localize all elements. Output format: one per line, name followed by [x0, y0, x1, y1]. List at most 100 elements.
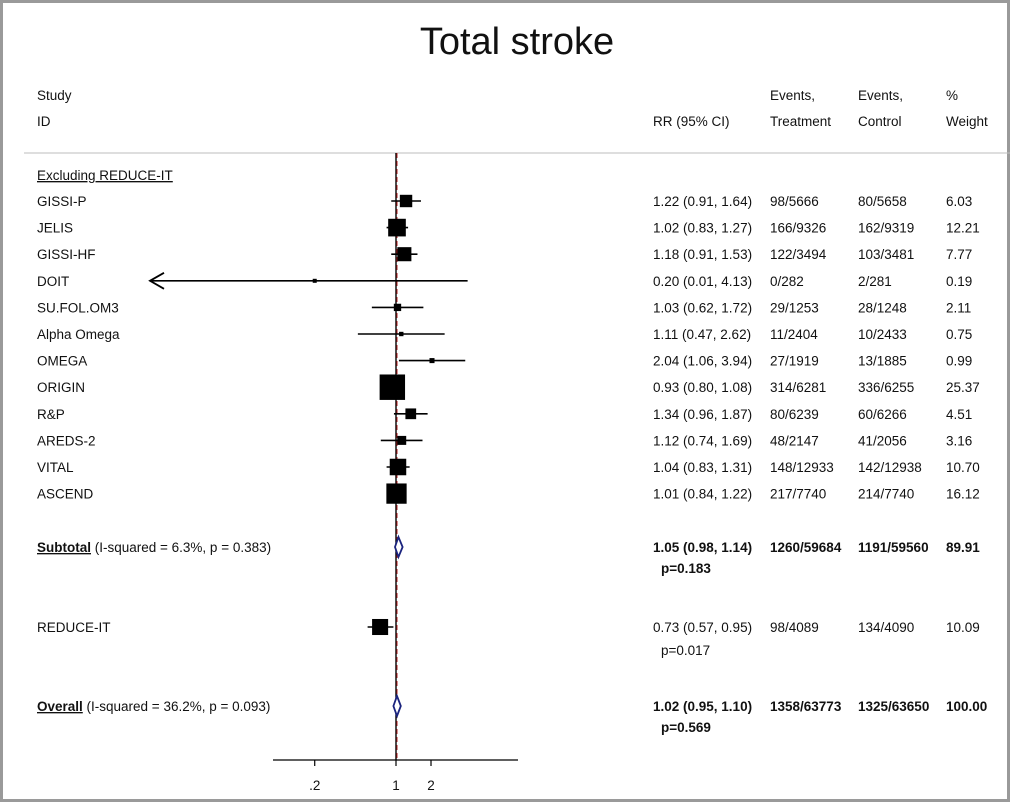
ci-arrow-left-icon — [148, 272, 165, 290]
x-tick-label: .2 — [309, 778, 320, 793]
events-control: 80/5658 — [858, 194, 907, 209]
overall-row-heterogeneity: (I-squared = 36.2%, p = 0.093) — [83, 699, 271, 714]
subtotal-row-diamond — [394, 534, 404, 560]
study-row-4: SU.FOL.OM3 1.03 (0.62, 1.72) 29/1253 28/124… — [37, 300, 971, 315]
events-control: 214/7740 — [858, 487, 914, 502]
header-events-control-1: Events, — [858, 88, 903, 103]
rr-ci-value: 1.02 (0.95, 1.10) — [653, 699, 752, 714]
study-name: ASCEND — [37, 487, 94, 502]
rr-ci-value: 0.73 (0.57, 0.95) — [653, 620, 752, 635]
header-id: ID — [37, 114, 51, 129]
events-control: 1191/59560 — [858, 540, 929, 555]
study-row-11: ASCEND 1.01 (0.84, 1.22) 217/7740 214/7740 1… — [37, 483, 980, 504]
events-treatment: 122/3494 — [770, 247, 827, 262]
events-treatment: 48/2147 — [770, 433, 819, 448]
p-value: p=0.017 — [661, 643, 710, 658]
study-name: Alpha Omega — [37, 327, 120, 342]
rr-ci-value: 1.22 (0.91, 1.64) — [653, 194, 752, 209]
events-treatment: 148/12933 — [770, 460, 834, 475]
rr-ci-value: 1.03 (0.62, 1.72) — [653, 300, 752, 315]
study-name: ORIGIN — [37, 380, 85, 395]
p-value: p=0.569 — [661, 720, 711, 735]
study-row-9: AREDS-2 1.12 (0.74, 1.69) 48/2147 41/2056 3.… — [37, 433, 972, 448]
events-treatment: 27/1919 — [770, 354, 819, 369]
rr-ci-value: 1.05 (0.98, 1.14) — [653, 540, 752, 555]
rr-ci-value: 1.02 (0.83, 1.27) — [653, 221, 752, 236]
rr-ci-value: 1.18 (0.91, 1.53) — [653, 247, 752, 262]
point-estimate-marker — [372, 618, 389, 636]
study-row-7: ORIGIN 0.93 (0.80, 1.08) 314/6281 336/6255 2… — [37, 374, 980, 400]
weight-value: 25.37 — [946, 380, 980, 395]
weight-value: 0.19 — [946, 274, 972, 289]
point-estimate-marker — [399, 194, 413, 208]
chart-title: Total stroke — [420, 21, 614, 63]
weight-value: 7.77 — [946, 247, 972, 262]
weight-value: 6.03 — [946, 194, 972, 209]
point-estimate-marker — [399, 331, 404, 337]
study-row-6: OMEGA 2.04 (1.06, 3.94) 27/1919 13/1885 0.99 — [37, 354, 972, 369]
weight-value: 3.16 — [946, 433, 972, 448]
study-row-3: DOIT 0.20 (0.01, 4.13) 0/282 2/281 0.19 — [37, 272, 972, 290]
events-treatment: 98/4089 — [770, 620, 819, 635]
header-weight-2: Weight — [946, 114, 988, 129]
x-axis: .2 1 2 — [273, 759, 518, 793]
overall-row-diamond — [392, 693, 402, 719]
study-name: JELIS — [37, 221, 73, 236]
study-name: REDUCE-IT — [37, 620, 111, 635]
weight-value: 0.75 — [946, 327, 972, 342]
weight-value: 4.51 — [946, 407, 972, 422]
events-treatment: 11/2404 — [770, 327, 818, 342]
header-events-treatment-1: Events, — [770, 88, 815, 103]
study-row-2: GISSI-HF 1.18 (0.91, 1.53) 122/3494 103/348… — [37, 247, 972, 262]
rr-ci-value: 1.12 (0.74, 1.69) — [653, 433, 752, 448]
overall-row-title: Overall — [37, 699, 83, 714]
events-treatment: 166/9326 — [770, 221, 826, 236]
subtotal-row-label: Subtotal (I-squared = 6.3%, p = 0.383) — [37, 540, 271, 555]
header-weight-1: % — [946, 88, 958, 103]
weight-value: 16.12 — [946, 487, 980, 502]
point-estimate-marker — [397, 435, 407, 445]
weight-value: 10.09 — [946, 620, 980, 635]
rr-ci-value: 1.11 (0.47, 2.62) — [653, 327, 751, 342]
weight-value: 10.70 — [946, 460, 980, 475]
events-control: 142/12938 — [858, 460, 922, 475]
events-control: 13/1885 — [858, 354, 907, 369]
header-events-control-2: Control — [858, 114, 902, 129]
events-control: 41/2056 — [858, 433, 907, 448]
study-rows: GISSI-P 1.22 (0.91, 1.64) 98/5666 80/5658 6.… — [37, 194, 987, 735]
weight-value: 89.91 — [946, 540, 980, 555]
point-estimate-marker — [429, 358, 435, 364]
events-treatment: 1260/59684 — [770, 540, 842, 555]
p-value: p=0.183 — [661, 561, 711, 576]
point-estimate-marker — [379, 374, 406, 400]
x-tick-label: 2 — [427, 778, 435, 793]
events-control: 134/4090 — [858, 620, 914, 635]
point-estimate-marker — [389, 458, 407, 476]
events-control: 336/6255 — [858, 380, 914, 395]
point-estimate-marker — [388, 218, 406, 237]
events-control: 28/1248 — [858, 300, 907, 315]
study-name: R&P — [37, 407, 65, 422]
study-name: GISSI-P — [37, 194, 87, 209]
events-control: 60/6266 — [858, 407, 907, 422]
events-treatment: 80/6239 — [770, 407, 819, 422]
point-estimate-marker — [405, 408, 417, 420]
rr-ci-value: 1.04 (0.83, 1.31) — [653, 460, 752, 475]
point-estimate-marker — [397, 247, 412, 262]
study-row-reduce-it: REDUCE-IT 0.73 (0.57, 0.95) 98/4089 134/409… — [37, 618, 980, 658]
rr-ci-value: 0.20 (0.01, 4.13) — [653, 274, 752, 289]
events-control: 1325/63650 — [858, 699, 929, 714]
events-control: 162/9319 — [858, 221, 914, 236]
study-name: GISSI-HF — [37, 247, 96, 262]
point-estimate-marker — [393, 303, 402, 312]
events-control: 10/2433 — [858, 327, 907, 342]
point-estimate-marker — [386, 483, 407, 504]
weight-value: 2.11 — [946, 300, 971, 315]
events-treatment: 1358/63773 — [770, 699, 842, 714]
rr-ci-value: 2.04 (1.06, 3.94) — [653, 354, 752, 369]
events-treatment: 314/6281 — [770, 380, 826, 395]
study-row-1: JELIS 1.02 (0.83, 1.27) 166/9326 162/9319 12… — [37, 218, 980, 237]
subtotal-row-title: Subtotal — [37, 540, 91, 555]
